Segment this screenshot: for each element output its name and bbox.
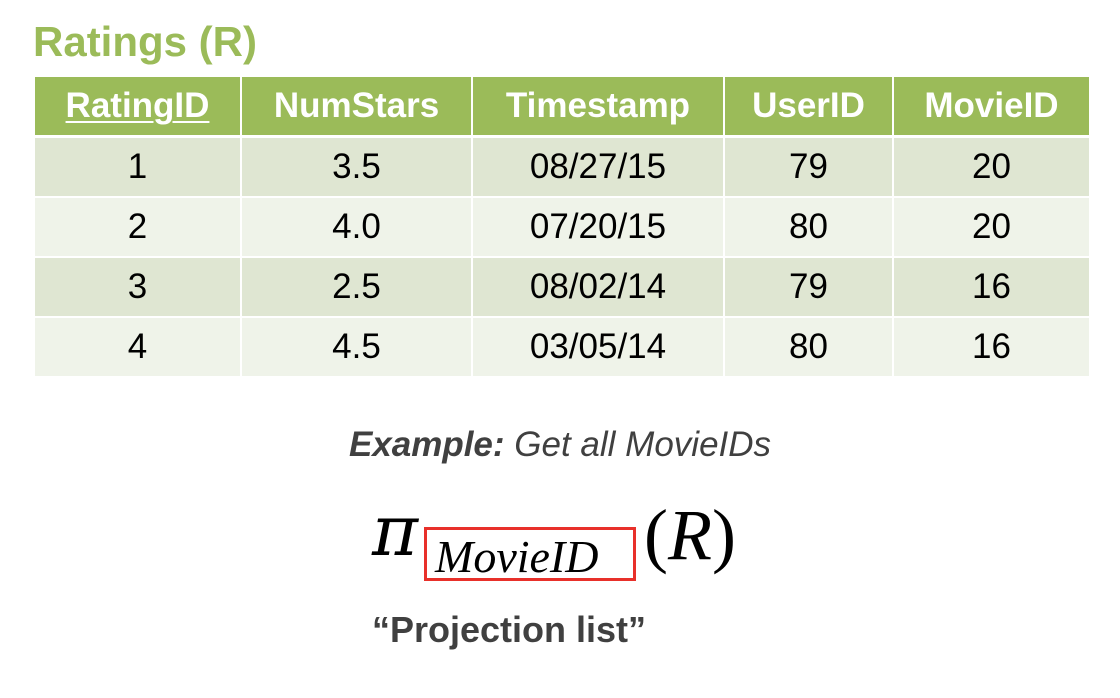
example-line: Example: Get all MovieIDs bbox=[0, 420, 1120, 470]
table-row: 2 4.0 07/20/15 80 20 bbox=[35, 196, 1089, 258]
table-cell: 07/20/15 bbox=[471, 196, 725, 258]
primary-key-label: RatingID bbox=[65, 86, 210, 125]
slide-title: Ratings (R) bbox=[33, 18, 257, 65]
table-cell: 03/05/14 bbox=[471, 316, 725, 378]
projection-operator: π bbox=[372, 490, 419, 572]
column-header-ratingid: RatingID bbox=[35, 77, 242, 138]
table-cell: 2 bbox=[35, 196, 242, 258]
column-header-movieid: MovieID bbox=[892, 77, 1089, 138]
table-cell: 20 bbox=[892, 135, 1089, 198]
ratings-table: RatingID NumStars Timestamp UserID Movie… bbox=[35, 77, 1089, 378]
table-cell: 08/02/14 bbox=[471, 256, 725, 318]
column-header-timestamp: Timestamp bbox=[471, 77, 725, 138]
table-cell: 80 bbox=[723, 316, 894, 378]
projection-list-highlight-box: MovieID bbox=[424, 527, 636, 582]
open-paren: ( bbox=[644, 495, 668, 575]
table-cell: 80 bbox=[723, 196, 894, 258]
table-cell: 3 bbox=[35, 256, 242, 318]
table-cell: 4.0 bbox=[240, 196, 473, 258]
table-header-row: RatingID NumStars Timestamp UserID Movie… bbox=[35, 77, 1089, 138]
close-paren: ) bbox=[711, 495, 736, 575]
table-cell: 1 bbox=[35, 135, 242, 198]
table-cell: 79 bbox=[723, 135, 894, 198]
table-cell: 4.5 bbox=[240, 316, 473, 378]
projection-list-caption: “Projection list” bbox=[372, 609, 647, 650]
example-label: Example: bbox=[348, 425, 505, 464]
projection-formula: π MovieID (R) bbox=[372, 486, 792, 596]
projection-subscript: MovieID bbox=[435, 531, 599, 582]
relation-name: R bbox=[667, 495, 712, 575]
table-cell: 2.5 bbox=[240, 256, 473, 318]
table-cell: 20 bbox=[892, 196, 1089, 258]
table-row: 3 2.5 08/02/14 79 16 bbox=[35, 256, 1089, 318]
column-header-numstars: NumStars bbox=[240, 77, 473, 138]
table-cell: 4 bbox=[35, 316, 242, 378]
table-cell: 16 bbox=[892, 316, 1089, 378]
column-header-userid: UserID bbox=[723, 77, 894, 138]
relation-argument: (R) bbox=[644, 490, 736, 580]
table-row: 1 3.5 08/27/15 79 20 bbox=[35, 135, 1089, 198]
table-cell: 08/27/15 bbox=[471, 135, 725, 198]
table-cell: 16 bbox=[892, 256, 1089, 318]
table-cell: 3.5 bbox=[240, 135, 473, 198]
table-row: 4 4.5 03/05/14 80 16 bbox=[35, 316, 1089, 378]
table-cell: 79 bbox=[723, 256, 894, 318]
example-text: Get all MovieIDs bbox=[514, 425, 772, 464]
